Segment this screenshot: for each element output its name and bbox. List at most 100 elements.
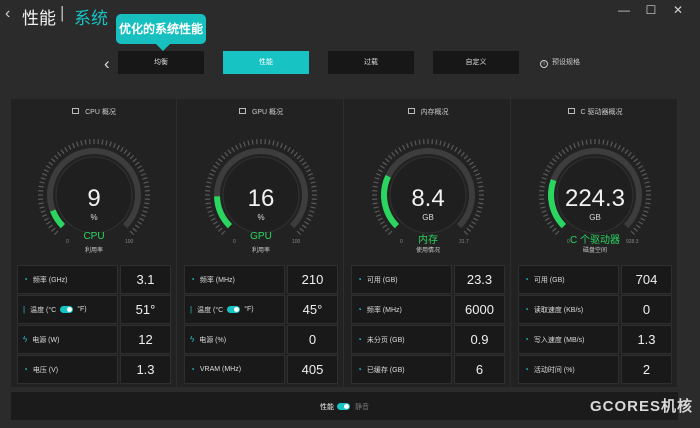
- stat-label: 频率 (GHz): [32, 276, 68, 284]
- gauge-unit: %: [90, 213, 98, 222]
- gauge-tick: [144, 202, 150, 205]
- gauge-tick: [132, 227, 137, 232]
- gauge-tick: [251, 139, 254, 145]
- stat-value: 1.3: [120, 355, 171, 384]
- gauge-tick: [143, 181, 149, 184]
- silent-mode-label: 静音: [355, 404, 369, 411]
- gauge-tick: [224, 152, 229, 157]
- gauge-tick: [207, 177, 213, 180]
- gauge-tick: [373, 181, 379, 184]
- gpu-gauge: [205, 139, 317, 236]
- gauge-tick: [212, 165, 218, 169]
- gauge-tick: [443, 141, 446, 147]
- chevron-left-icon[interactable]: ‹: [104, 54, 110, 73]
- drive-chip-icon: [567, 108, 575, 114]
- gauge-tick: [218, 227, 223, 232]
- gauge-tick: [143, 206, 149, 209]
- temperature-unit-toggle[interactable]: [60, 306, 74, 313]
- performance-silent-toggle[interactable]: [337, 403, 350, 410]
- minimize-icon[interactable]: —: [618, 3, 630, 17]
- stat-label-cell: ◔ 已缓存 (GB): [351, 355, 452, 384]
- cpu-chip-icon: [72, 108, 80, 114]
- gauge-name: 内存: [418, 235, 438, 246]
- gauge-tick: [132, 158, 137, 163]
- gauge-tick: [630, 230, 636, 236]
- stat-label: 频率 (MHz): [366, 306, 402, 314]
- gauge-tick: [310, 181, 316, 184]
- stat-label: 频率 (MHz): [199, 276, 235, 284]
- gauge-tick: [641, 213, 647, 217]
- mode-balanced-button[interactable]: 均衡: [118, 51, 204, 74]
- gauge-tick: [474, 173, 480, 177]
- stats-table: ◔ 可用 (GB) 704 ◔ 读取速度 (KB/s) 0 ◔ 写入速度 (MB/s) 1.3 ◔…: [518, 265, 672, 385]
- gauge-tick: [309, 177, 315, 180]
- gauge-tick: [552, 227, 557, 232]
- stats-table: ◔ 可用 (GB) 23.3 ◔ 频率 (MHz) 6000 ◔ 未分页 (GB) 0.9 ◔ 已缓…: [351, 265, 505, 385]
- section-title[interactable]: 系统: [74, 9, 108, 28]
- gauge-tick: [301, 161, 307, 166]
- gauge-tick: [134, 224, 140, 229]
- gauge-icon: ◔: [23, 365, 28, 374]
- gauge-tick: [645, 202, 651, 205]
- mode-tooltip: 优化的系统性能: [116, 14, 206, 51]
- gauge-tick: [624, 149, 629, 155]
- mode-overload-button[interactable]: 过载: [328, 51, 414, 74]
- gauge-tick: [540, 206, 546, 209]
- section-title: C 驱动器概况: [512, 107, 678, 117]
- gauge-tick: [372, 185, 378, 188]
- gauge-track: [47, 148, 141, 229]
- gauge-tick: [231, 146, 235, 152]
- thermometer-icon: |: [190, 305, 193, 314]
- gauge-tick: [477, 181, 483, 184]
- gauge-tick: [268, 139, 271, 145]
- gauge-tick: [239, 143, 243, 149]
- gauge-name: C 个驱动器: [570, 235, 620, 246]
- gauge-value: 16: [247, 185, 275, 212]
- temperature-unit-toggle[interactable]: [227, 306, 241, 313]
- info-icon: i: [540, 60, 548, 68]
- bolt-icon: ϟ: [23, 335, 28, 344]
- mode-custom-button[interactable]: 自定义: [433, 51, 519, 74]
- memory-chip-icon: [407, 108, 415, 114]
- gauge-tick: [471, 165, 477, 169]
- gauge-tick: [140, 213, 146, 217]
- gauge-tick: [45, 165, 51, 169]
- back-icon[interactable]: ‹: [5, 5, 11, 22]
- preset-specs-link[interactable]: i 预设规格: [540, 57, 580, 68]
- gauge-tick: [621, 146, 625, 152]
- table-row: ◔ 电压 (V) 1.3: [17, 355, 171, 384]
- gauge-tick: [543, 173, 549, 177]
- gauge-tick: [565, 146, 569, 152]
- gauge-tick: [468, 161, 474, 166]
- close-icon[interactable]: ✕: [672, 3, 684, 17]
- gauge-tick: [398, 146, 402, 152]
- gauge-tick: [402, 144, 406, 150]
- gauge-tick: [372, 202, 378, 205]
- gauge-tick: [209, 213, 215, 217]
- gauge-tick: [105, 140, 108, 146]
- gauge-icon: ◔: [190, 365, 195, 374]
- gauge-tick: [471, 221, 477, 225]
- stat-label: VRAM (MHz): [199, 366, 242, 373]
- gpu-section: GPU 概况 16% GPU 利用率 0 100 ◔ 频率 (MHz) 210 | 温度 (°C °F…: [178, 99, 344, 387]
- mode-performance-button[interactable]: 性能: [223, 51, 309, 74]
- gauge-tick: [376, 213, 382, 217]
- gauge-tick: [376, 173, 382, 177]
- gauge-icon: ◔: [357, 275, 362, 284]
- gauge-tick: [573, 143, 577, 149]
- gauge-tick: [610, 141, 613, 147]
- gauge-tick: [227, 149, 232, 155]
- gauge-tick: [477, 206, 483, 209]
- stat-value: 45°: [287, 295, 338, 324]
- gauge-tick: [126, 152, 131, 157]
- gauge-tick: [206, 206, 212, 209]
- table-row: | 温度 (°C °F) 45°: [184, 295, 338, 324]
- maximize-icon[interactable]: ☐: [645, 3, 657, 17]
- gauge-icon: ◔: [357, 335, 362, 344]
- section-title-text: C 驱动器概况: [580, 109, 623, 116]
- gauge-tick: [627, 152, 632, 157]
- gauge-icon: ◔: [524, 305, 529, 314]
- table-row: ◔ 未分页 (GB) 0.9: [351, 325, 505, 354]
- gauge-tick: [38, 202, 44, 205]
- stat-label-cell: | 温度 (°C °F): [17, 295, 118, 324]
